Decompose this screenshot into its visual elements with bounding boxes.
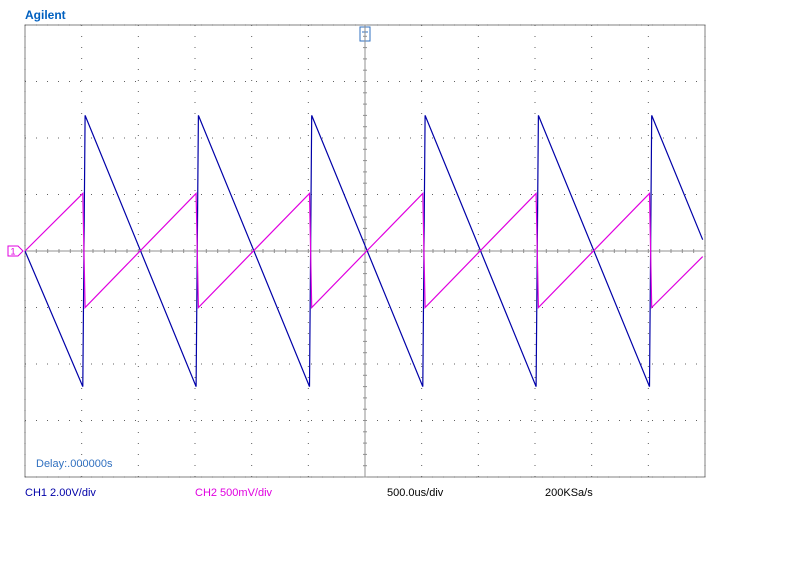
trace — [24, 191, 704, 309]
ground-marker-label: 1 — [10, 246, 15, 256]
delay-annotation: Delay:.000000s — [36, 458, 113, 470]
ch2-scale: CH2 500mV/div — [195, 487, 273, 499]
ground-marker: 1 — [7, 245, 24, 257]
sample-rate: 200KSa/s — [545, 487, 593, 499]
traces — [24, 115, 704, 387]
timebase: 500.0us/div — [387, 487, 444, 499]
grid — [24, 24, 706, 478]
brand-title: Agilent — [25, 8, 66, 22]
ch1-scale: CH1 2.00V/div — [25, 487, 96, 499]
